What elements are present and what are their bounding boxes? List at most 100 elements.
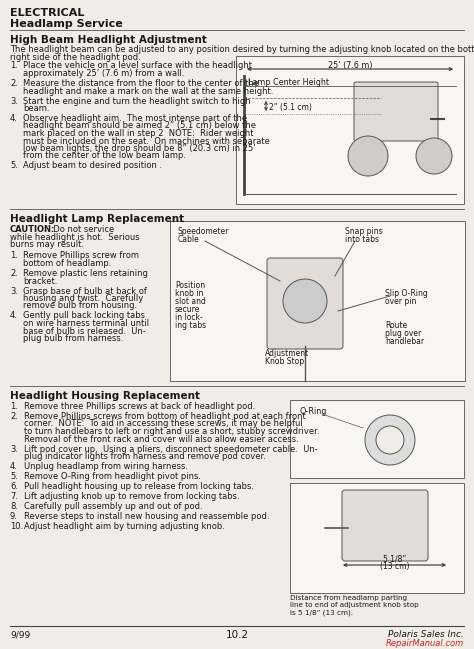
Text: remove bulb from housing.: remove bulb from housing.	[23, 302, 137, 310]
Text: Do not service: Do not service	[48, 225, 114, 234]
Text: Measure the distance from the floor to the center of the: Measure the distance from the floor to t…	[23, 79, 259, 88]
Text: Remove three Phillips screws at back of headlight pod.: Remove three Phillips screws at back of …	[24, 402, 255, 411]
Text: CAUTION:: CAUTION:	[10, 225, 55, 234]
Bar	[236, 56, 464, 204]
Text: Lift adjusting knob up to remove from locking tabs.: Lift adjusting knob up to remove from lo…	[24, 492, 240, 501]
Text: Lamp Center Height: Lamp Center Height	[248, 78, 329, 87]
Text: 6.: 6.	[10, 482, 18, 491]
Text: Position: Position	[175, 281, 205, 290]
Text: 5.: 5.	[10, 472, 18, 481]
Text: 4.: 4.	[10, 462, 18, 471]
Text: 4.: 4.	[10, 114, 18, 123]
Text: Remove O-Ring from headlight pivot pins.: Remove O-Ring from headlight pivot pins.	[24, 472, 201, 481]
Text: bracket.: bracket.	[23, 276, 57, 286]
Text: 5.: 5.	[10, 162, 18, 171]
Text: RepairManual.com: RepairManual.com	[386, 639, 464, 648]
Circle shape	[348, 136, 388, 176]
Text: ELECTRICAL: ELECTRICAL	[10, 8, 84, 18]
Text: 2.: 2.	[10, 79, 18, 88]
Text: low beam lights, the drop should be 8” (20.3 cm) in 25’: low beam lights, the drop should be 8” (…	[23, 144, 256, 153]
Text: Adjust headlight aim by turning adjusting knob.: Adjust headlight aim by turning adjustin…	[24, 522, 225, 531]
Text: 3.: 3.	[10, 286, 18, 295]
Text: Headlamp Service: Headlamp Service	[10, 19, 123, 29]
Text: must be included on the seat.  On machines with separate: must be included on the seat. On machine…	[23, 136, 270, 145]
Text: while headlight is hot.  Serious: while headlight is hot. Serious	[10, 232, 140, 241]
Text: base of bulb is released.  Un-: base of bulb is released. Un-	[23, 326, 146, 336]
Text: bottom of headlamp.: bottom of headlamp.	[23, 259, 111, 268]
Text: Remove Phillips screw from: Remove Phillips screw from	[23, 252, 139, 260]
Text: is 5 1/8” (13 cm).: is 5 1/8” (13 cm).	[290, 609, 353, 615]
Text: Remove plastic lens retaining: Remove plastic lens retaining	[23, 269, 148, 278]
Text: over pin: over pin	[385, 297, 416, 306]
FancyBboxPatch shape	[267, 258, 343, 349]
Text: plug bulb from harness.: plug bulb from harness.	[23, 334, 123, 343]
Text: 8.: 8.	[10, 502, 18, 511]
Text: headlight beam should be aimed 2” (5.1 cm) below the: headlight beam should be aimed 2” (5.1 c…	[23, 121, 256, 130]
Text: right side of the headlight pod.: right side of the headlight pod.	[10, 53, 141, 62]
Text: (13 cm): (13 cm)	[380, 562, 409, 571]
Text: secure: secure	[175, 305, 201, 314]
Text: O-Ring: O-Ring	[300, 407, 328, 416]
Text: Start the engine and turn the headlight switch to high: Start the engine and turn the headlight …	[23, 97, 251, 106]
Text: 1.: 1.	[10, 252, 18, 260]
Text: Headlight Housing Replacement: Headlight Housing Replacement	[10, 391, 200, 401]
Text: handlebar: handlebar	[385, 337, 424, 346]
Text: Slip O-Ring: Slip O-Ring	[385, 289, 428, 298]
Text: 1.: 1.	[10, 402, 18, 411]
Text: Place the vehicle on a level surface with the headlight: Place the vehicle on a level surface wit…	[23, 62, 252, 71]
Text: Grasp base of bulb at back of: Grasp base of bulb at back of	[23, 286, 147, 295]
Text: Headlight Lamp Replacement: Headlight Lamp Replacement	[10, 214, 184, 224]
Text: 2.: 2.	[10, 269, 18, 278]
Text: Distance from headlamp parting: Distance from headlamp parting	[290, 595, 407, 601]
Text: from the center of the low beam lamp.: from the center of the low beam lamp.	[23, 151, 186, 160]
Text: Route: Route	[385, 321, 407, 330]
Text: Adjust beam to desired position .: Adjust beam to desired position .	[23, 162, 162, 171]
Text: 2” (5.1 cm): 2” (5.1 cm)	[269, 103, 312, 112]
Text: Speedometer: Speedometer	[178, 227, 229, 236]
Text: Pull headlight housing up to release from locking tabs.: Pull headlight housing up to release fro…	[24, 482, 254, 491]
Circle shape	[376, 426, 404, 454]
Text: Adjustment: Adjustment	[265, 349, 309, 358]
Text: 10.2: 10.2	[226, 630, 248, 640]
Text: Removal of the front rack and cover will also allow easier access.: Removal of the front rack and cover will…	[24, 434, 299, 443]
Circle shape	[283, 279, 327, 323]
Text: slot and: slot and	[175, 297, 206, 306]
Text: 3.: 3.	[10, 97, 18, 106]
Text: Knob Stop: Knob Stop	[265, 357, 304, 366]
Text: approximately 25’ (7.6 m) from a wall.: approximately 25’ (7.6 m) from a wall.	[23, 69, 184, 78]
Text: Carefully pull assembly up and out of pod.: Carefully pull assembly up and out of po…	[24, 502, 202, 511]
Text: on wire harness terminal until: on wire harness terminal until	[23, 319, 149, 328]
Text: plug over: plug over	[385, 329, 421, 338]
Text: headlight and make a mark on the wall at the same height.: headlight and make a mark on the wall at…	[23, 86, 273, 95]
Text: line to end of adjustment knob stop: line to end of adjustment knob stop	[290, 602, 419, 608]
Text: corner.  NOTE:  To aid in accessing these screws, it may be helpful: corner. NOTE: To aid in accessing these …	[24, 419, 303, 428]
Text: 9/99: 9/99	[10, 630, 30, 639]
Text: Remove Phillips screws from bottom of headlight pod at each front: Remove Phillips screws from bottom of he…	[24, 412, 306, 421]
Text: Observe headlight aim.  The most intense part of the: Observe headlight aim. The most intense …	[23, 114, 247, 123]
Text: Unplug headlamp from wiring harness.: Unplug headlamp from wiring harness.	[24, 462, 188, 471]
Text: plug indicator lights from harness and remove pod cover.: plug indicator lights from harness and r…	[24, 452, 266, 461]
Text: The headlight beam can be adjusted to any position desired by turning the adjust: The headlight beam can be adjusted to an…	[10, 45, 474, 54]
Text: to turn handlebars to left or right and use a short, stubby screwdriver.: to turn handlebars to left or right and …	[24, 427, 319, 436]
FancyBboxPatch shape	[342, 490, 428, 561]
Text: housing and twist.  Carefully: housing and twist. Carefully	[23, 294, 143, 303]
Text: 10.: 10.	[10, 522, 23, 531]
Text: 9.: 9.	[10, 512, 18, 521]
FancyBboxPatch shape	[354, 82, 438, 141]
Text: High Beam Headlight Adjustment: High Beam Headlight Adjustment	[10, 35, 207, 45]
Text: 1.: 1.	[10, 62, 18, 71]
Text: ing tabs: ing tabs	[175, 321, 206, 330]
Text: 4.: 4.	[10, 312, 18, 321]
Text: in lock-: in lock-	[175, 313, 203, 322]
Text: 5 1/8”: 5 1/8”	[383, 555, 406, 564]
Text: Cable: Cable	[178, 235, 200, 244]
Text: Reverse steps to install new housing and reassemble pod.: Reverse steps to install new housing and…	[24, 512, 270, 521]
Circle shape	[365, 415, 415, 465]
Text: 3.: 3.	[10, 445, 18, 454]
Bar	[290, 400, 464, 478]
Text: mark placed on the wall in step 2  NOTE:  Rider weight: mark placed on the wall in step 2 NOTE: …	[23, 129, 254, 138]
Text: Polaris Sales Inc.: Polaris Sales Inc.	[388, 630, 464, 639]
Text: Gently pull back locking tabs: Gently pull back locking tabs	[23, 312, 145, 321]
Text: 7.: 7.	[10, 492, 18, 501]
Text: Lift pod cover up.  Using a pliers, disconnect speedometer cable.  Un-: Lift pod cover up. Using a pliers, disco…	[24, 445, 318, 454]
